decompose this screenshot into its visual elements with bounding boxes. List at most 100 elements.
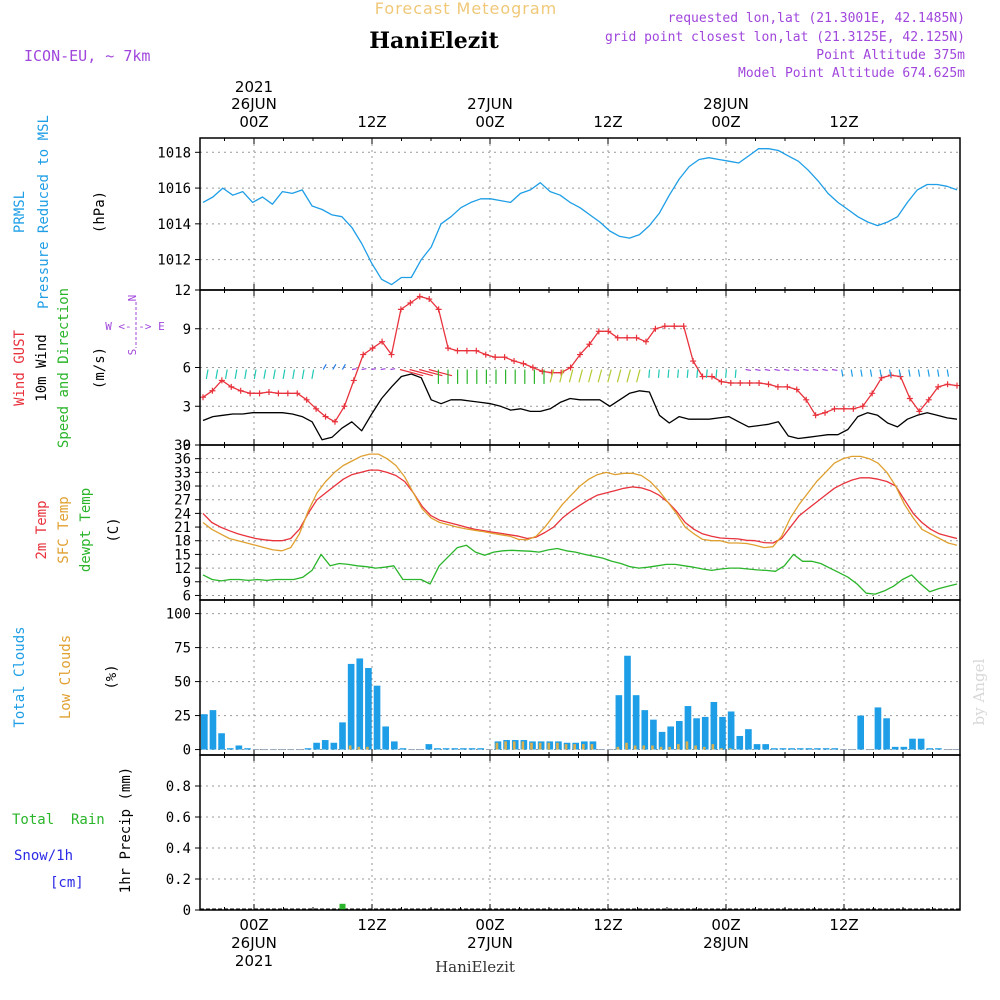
footer-location: HaniElezit <box>435 958 515 976</box>
wind-ytick-label: 6 <box>183 361 191 377</box>
cloud-total-bar <box>857 715 864 750</box>
temp-ytick-label: 9 <box>183 575 191 591</box>
wind-ylabel: (m/s) <box>92 347 108 389</box>
pressure-side-labels: PRMSL Pressure Reduced to MSL (hPa) <box>12 115 108 309</box>
top-hour-1: 12Z <box>357 113 386 131</box>
wind-direction-arrow <box>764 368 771 372</box>
wind-gust-marker <box>247 390 254 397</box>
pressure-ytick-label: 1014 <box>157 217 191 233</box>
cloud-total-bar <box>598 749 605 751</box>
precip-ytick-label: 0.8 <box>166 779 191 795</box>
cloud-total-bar <box>416 749 424 751</box>
cloud-low-bar <box>504 741 507 750</box>
temp-ytick-label: 15 <box>174 547 191 563</box>
temp-2m-line <box>202 469 958 544</box>
pressure-panel: 1012 1014 1016 1018 <box>157 137 961 291</box>
top-hour-4: 00Z <box>711 113 740 131</box>
wind-direction-arrow <box>636 369 641 383</box>
wind-direction-arrow <box>234 369 238 380</box>
wind-gust-marker <box>727 380 734 386</box>
cloud-low-bar <box>728 748 732 750</box>
wind-direction-arrow <box>301 369 305 380</box>
wind-direction-arrow <box>224 369 228 380</box>
wind-gust-marker <box>624 334 631 341</box>
cloud-ytick-label: 25 <box>174 709 191 725</box>
wind-gust-marker <box>803 396 810 403</box>
precip-ylabel: 1hr Precip (mm) <box>118 767 134 893</box>
wind-direction-arrow <box>841 369 844 377</box>
cloud-low-bar <box>582 744 585 750</box>
wind-direction-arrow <box>215 369 219 380</box>
wind-direction-arrow <box>946 369 950 377</box>
wind-gust-marker <box>614 334 621 341</box>
wind-gust-marker <box>708 373 715 380</box>
wind-direction-arrow <box>908 369 911 377</box>
top-year: 2021 <box>235 78 273 96</box>
wind-gust-marker <box>265 389 272 396</box>
wind-side-labels: Wind GUST 10m Wind Speed and Direction (… <box>12 288 165 448</box>
cloud-total-bar <box>270 749 277 751</box>
wind-gust-marker <box>954 382 960 389</box>
wind-direction-arrow <box>755 368 761 372</box>
cloud-total-bar <box>201 714 208 750</box>
wind-gust-marker <box>906 395 913 402</box>
wind-gust-marker <box>463 347 470 354</box>
wind-direction-arrow <box>803 368 809 372</box>
wind-gust-marker <box>680 323 687 330</box>
cloud-total-bar <box>468 748 476 750</box>
wind-gust-marker <box>595 328 602 335</box>
wind-gust-marker <box>840 405 847 412</box>
cloud-ytick-label: 100 <box>166 607 191 623</box>
wind-direction-arrow <box>607 369 612 383</box>
wind-direction-arrow <box>272 369 276 380</box>
wind-gust-marker <box>925 396 932 403</box>
cloud-total-bar <box>874 707 882 750</box>
cloud-total-bar <box>261 749 269 751</box>
precip-side-labels: Total Rain Snow/1h [cm] 1hr Precip (mm) <box>12 767 134 893</box>
wind-label-10m: 10m Wind <box>34 334 50 401</box>
cloud-total-bar <box>822 748 830 750</box>
precip-label-rain: Total Rain <box>12 812 105 828</box>
cloud-low-bar <box>357 746 361 750</box>
wind-direction-arrow <box>253 369 257 380</box>
wind-direction-arrow <box>390 368 396 371</box>
wind-gust-marker <box>473 347 480 354</box>
wind-gust-marker <box>341 403 348 410</box>
wind-gust-marker <box>586 341 593 348</box>
wind-gust-marker <box>416 293 423 300</box>
cloud-total-bar <box>339 722 346 750</box>
wind-gust-marker <box>275 390 282 397</box>
top-hour-0: 00Z <box>239 113 268 131</box>
wind-direction-arrow <box>549 369 555 383</box>
cloud-total-bar <box>788 748 795 750</box>
pressure-ylabel: (hPa) <box>92 191 108 233</box>
watermark: by Angel <box>970 658 988 725</box>
cloud-low-bar <box>556 742 559 750</box>
temp-ytick-label: 21 <box>174 520 191 536</box>
cloud-total-bar <box>900 746 908 750</box>
cloud-total-bar <box>848 749 856 751</box>
cloud-total-bar <box>917 738 925 750</box>
wind-direction-arrow <box>244 369 247 380</box>
temp-ytick-label: 39 <box>174 438 191 454</box>
wind-speed-line <box>202 373 958 441</box>
cloud-low-bar <box>685 741 689 750</box>
wind-direction-arrow <box>734 369 737 378</box>
precip-ytick-label: 0.2 <box>166 872 191 888</box>
bottom-hour-1: 12Z <box>357 916 386 934</box>
temp-ytick-label: 30 <box>174 479 191 495</box>
cloud-low-bar <box>711 744 715 750</box>
pressure-ytick-label: 1012 <box>157 253 191 269</box>
cloud-low-bar <box>348 745 352 750</box>
cloud-total-bar <box>641 710 649 750</box>
cloud-total-bar <box>304 748 312 750</box>
cloud-total-bar <box>926 748 934 750</box>
wind-gust-marker <box>831 405 838 412</box>
wind-gust-marker <box>360 351 367 358</box>
cloud-total-bar <box>753 744 761 750</box>
cloud-total-bar <box>831 748 839 750</box>
wind-direction-arrow <box>371 368 377 371</box>
bottom-date-27jun: 27JUN <box>467 934 513 952</box>
cloud-low-bar <box>564 744 568 750</box>
